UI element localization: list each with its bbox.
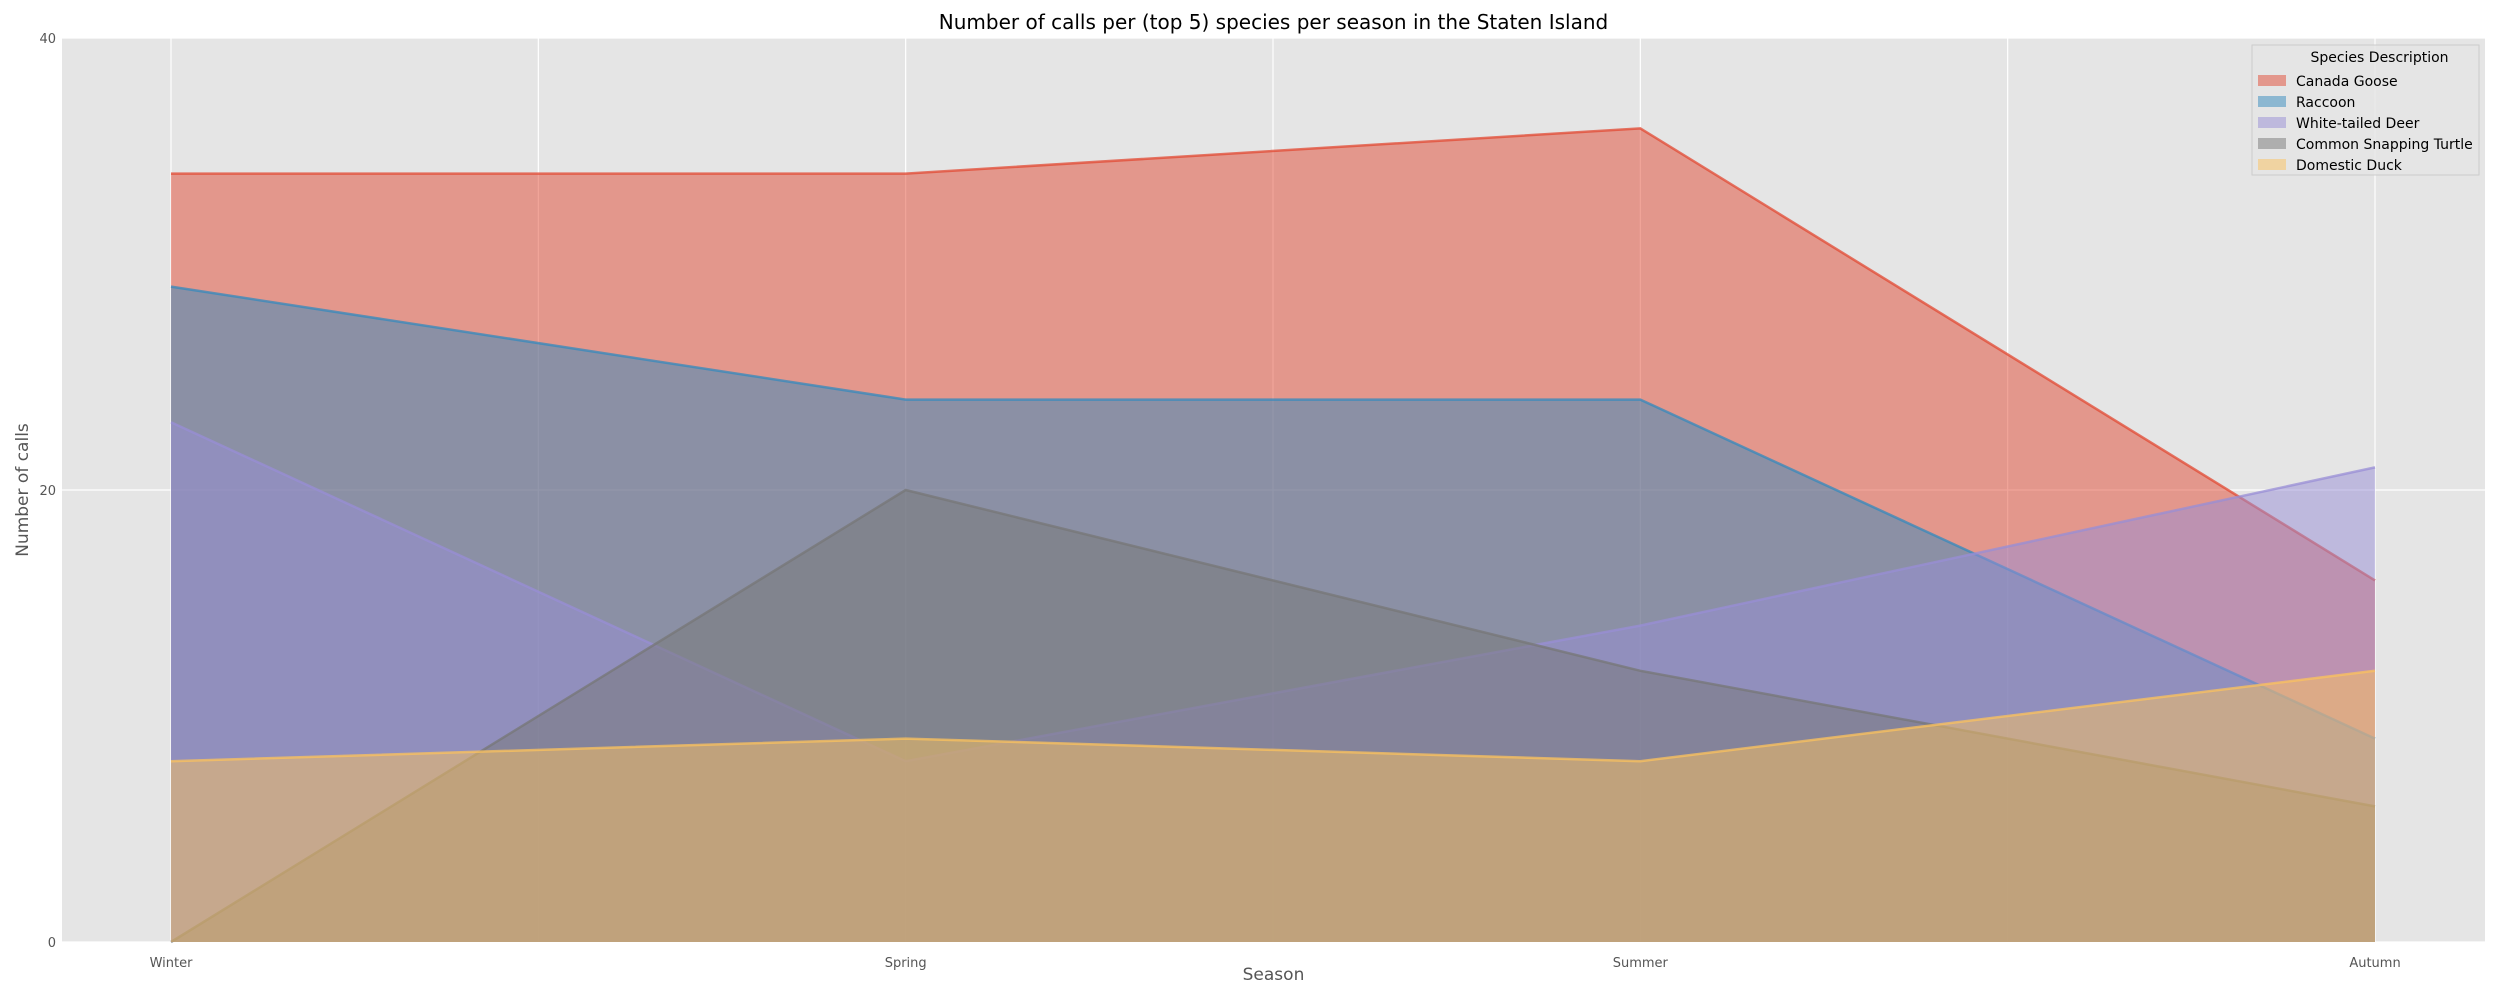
x-tick-label: Autumn (2349, 956, 2400, 971)
y-axis-label: Number of calls (13, 423, 33, 557)
legend-box (2251, 44, 2480, 176)
x-axis-label: Season (1243, 965, 1305, 985)
legend-entry-label: Raccoon (2296, 95, 2355, 111)
chart-title: Number of calls per (top 5) species per … (939, 10, 1608, 34)
series-line-1 (171, 127, 2376, 582)
series-areas (170, 127, 2376, 944)
x-axis-ticks: Winter Spring Summer Autumn (150, 956, 2401, 971)
legend-swatch (2258, 138, 2286, 149)
y-tick-label: 40 (39, 32, 56, 47)
y-tick-label: 0 (48, 936, 56, 951)
legend-entry-label: Common Snapping Turtle (2296, 137, 2473, 153)
legend-entry-label: White-tailed Deer (2296, 116, 2420, 132)
x-tick-label: Summer (1613, 956, 1669, 971)
legend-entry-label: Canada Goose (2296, 74, 2398, 90)
legend-swatch (2258, 96, 2286, 107)
legend-swatch (2258, 117, 2286, 128)
legend-entry-label: Domestic Duck (2296, 158, 2403, 174)
y-axis-ticks: 0 20 40 (39, 32, 56, 951)
x-tick-label: Winter (150, 956, 194, 971)
legend: Species Description Canada Goose Raccoon W… (2251, 44, 2480, 176)
x-tick-label: Spring (885, 956, 927, 971)
legend-title: Species Description (2310, 50, 2448, 66)
y-tick-label: 20 (39, 484, 56, 499)
legend-swatch (2258, 159, 2286, 170)
series-line-5 (170, 669, 2376, 763)
series-area-5 (171, 670, 2375, 942)
legend-swatch (2258, 75, 2286, 86)
